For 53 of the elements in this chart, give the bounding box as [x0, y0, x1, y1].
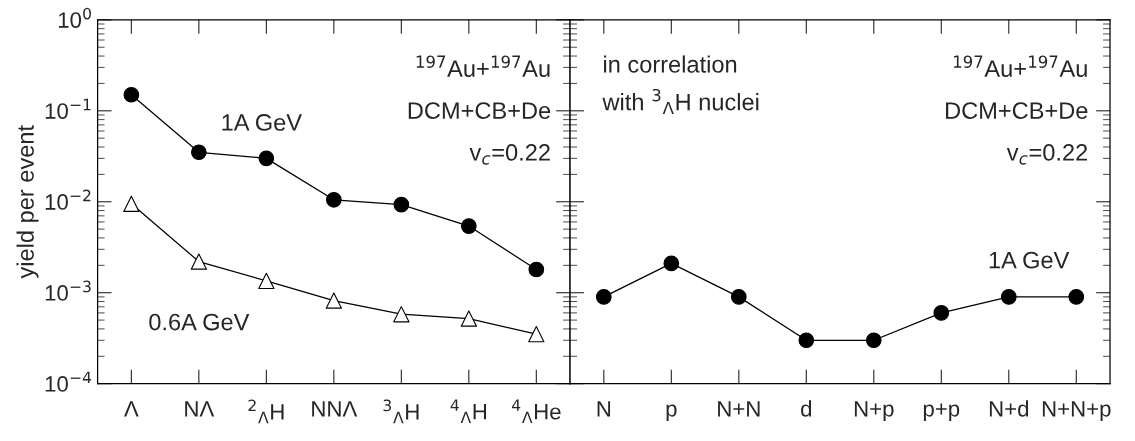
point — [393, 306, 410, 323]
point — [460, 310, 477, 327]
annotation: v$_{c}$=0.22 — [1006, 144, 1088, 165]
x-tick-label: $^{3}$$_{Λ}$H — [383, 399, 419, 424]
y-tick-label: 10$^{−2}$ — [45, 189, 91, 210]
point — [191, 144, 207, 161]
point — [123, 195, 140, 212]
point — [123, 86, 140, 103]
point — [663, 255, 680, 272]
point — [798, 332, 815, 349]
point — [1068, 289, 1085, 305]
point — [258, 150, 275, 167]
x-tick-label: NNΛ — [312, 401, 358, 417]
series-label: 1A GeV — [222, 114, 302, 131]
series-label: 1A GeV — [989, 251, 1070, 269]
point — [595, 289, 612, 305]
annotation: v$_{c}$=0.22 — [469, 144, 550, 165]
x-tick-label: d — [801, 400, 812, 417]
annotation: DCM+CB+De — [946, 102, 1088, 119]
x-tick-label: N — [597, 401, 611, 417]
point — [190, 253, 208, 270]
x-tick-label: Λ — [124, 401, 139, 417]
x-tick-label: $^{2}$$_{Λ}$H — [248, 399, 284, 424]
x-tick-label: N+p — [854, 401, 894, 422]
point — [460, 218, 477, 234]
series-label: 0.6A GeV — [149, 313, 250, 331]
x-tick-label: $^{4}$$_{Λ}$H — [450, 399, 487, 423]
annotation: $^{197}$Au+$^{197}$Au — [954, 55, 1087, 77]
point — [933, 305, 950, 321]
y-tick-label: 10$^{−3}$ — [45, 280, 91, 301]
point — [326, 191, 342, 208]
y-tick-label: 10$^{−4}$ — [45, 371, 92, 392]
y-tick-label: 10$^{−1}$ — [45, 98, 91, 119]
point — [528, 326, 545, 343]
x-tick-label: p — [666, 404, 677, 422]
x-tick-label: N+N — [718, 401, 760, 417]
x-tick-label: NΛ — [185, 401, 215, 417]
y-axis-title: yield per event — [16, 125, 39, 279]
annotation: $^{197}$Au+$^{197}$Au — [416, 55, 550, 77]
point — [325, 292, 343, 309]
point — [865, 332, 882, 349]
x-tick-label: N+N+p — [1042, 401, 1111, 422]
point — [258, 272, 275, 290]
x-tick-label: N+d — [989, 400, 1029, 417]
point — [393, 196, 410, 213]
y-tick-label: 10$^{0}$ — [58, 7, 91, 28]
annotation: in correlation with $^{3}$$_{Λ}$H nuclei — [602, 55, 759, 115]
x-tick-label: p+p — [923, 403, 960, 422]
annotation: DCM+CB+De — [408, 102, 551, 119]
point — [528, 261, 545, 278]
point — [1000, 289, 1017, 305]
x-tick-label: $^{4}$$_{Λ}$He — [511, 399, 561, 423]
point — [730, 289, 747, 305]
